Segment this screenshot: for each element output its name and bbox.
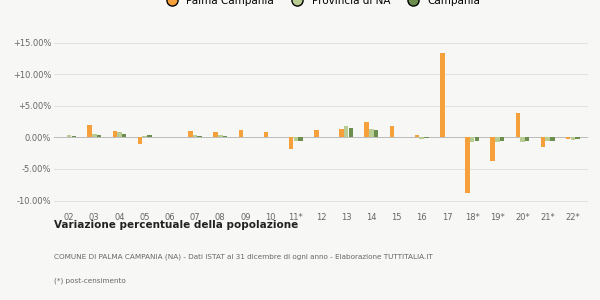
Bar — [214, 132, 218, 137]
Bar — [374, 130, 379, 137]
Bar — [142, 136, 147, 137]
Bar — [520, 137, 525, 142]
Bar — [475, 137, 479, 140]
Text: Variazione percentuale della popolazione: Variazione percentuale della popolazione — [54, 220, 298, 230]
Bar — [500, 137, 504, 141]
Bar — [122, 134, 127, 137]
Bar — [289, 137, 293, 149]
Bar — [197, 136, 202, 137]
Bar — [298, 137, 303, 140]
Bar — [293, 137, 298, 141]
Bar — [239, 130, 243, 137]
Bar — [575, 137, 580, 139]
Bar — [369, 129, 374, 137]
Bar — [465, 137, 470, 193]
Bar — [147, 136, 152, 137]
Bar — [424, 137, 428, 138]
Bar — [67, 136, 71, 137]
Bar — [495, 137, 500, 142]
Text: (*) post-censimento: (*) post-censimento — [54, 278, 126, 284]
Bar — [415, 135, 419, 137]
Bar — [188, 131, 193, 137]
Bar — [193, 136, 197, 137]
Bar — [419, 137, 424, 139]
Bar — [263, 132, 268, 137]
Bar — [314, 130, 319, 137]
Bar — [223, 136, 227, 137]
Bar — [545, 137, 550, 141]
Bar — [92, 134, 97, 137]
Bar — [389, 126, 394, 137]
Bar — [138, 137, 142, 144]
Bar — [349, 128, 353, 137]
Bar — [117, 132, 122, 137]
Bar — [571, 137, 575, 140]
Bar — [97, 136, 101, 137]
Bar — [525, 137, 529, 141]
Bar — [490, 137, 495, 161]
Bar — [364, 122, 369, 137]
Text: COMUNE DI PALMA CAMPANIA (NA) - Dati ISTAT al 31 dicembre di ogni anno - Elabora: COMUNE DI PALMA CAMPANIA (NA) - Dati IST… — [54, 254, 433, 260]
Bar — [339, 129, 344, 137]
Bar — [515, 113, 520, 137]
Bar — [470, 137, 475, 142]
Bar — [344, 126, 349, 137]
Bar — [218, 136, 223, 137]
Bar — [566, 137, 571, 139]
Legend: Palma Campania, Provincia di NA, Campania: Palma Campania, Provincia di NA, Campani… — [161, 0, 481, 6]
Bar — [440, 53, 445, 137]
Bar — [550, 137, 554, 140]
Bar — [113, 131, 117, 137]
Bar — [88, 125, 92, 137]
Bar — [541, 137, 545, 147]
Bar — [71, 136, 76, 137]
